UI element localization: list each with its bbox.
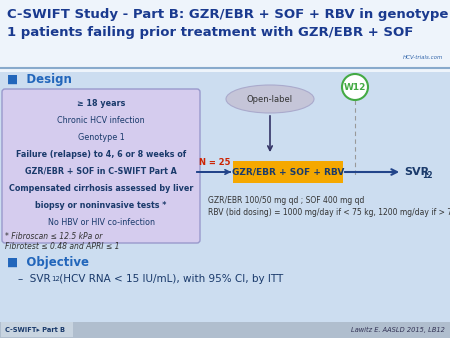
Text: Fibrotest ≤ 0.48 and APRI ≤ 1: Fibrotest ≤ 0.48 and APRI ≤ 1 [5, 242, 120, 251]
Text: ■  Design: ■ Design [7, 73, 72, 86]
Text: ≥ 18 years: ≥ 18 years [77, 99, 125, 108]
Text: GZR/EBR + SOF + RBV: GZR/EBR + SOF + RBV [232, 168, 344, 176]
FancyBboxPatch shape [0, 0, 450, 72]
Text: Lawitz E. AASLD 2015, LB12: Lawitz E. AASLD 2015, LB12 [351, 327, 445, 333]
Text: SVR: SVR [404, 167, 429, 177]
Text: 1 patients failing prior treatment with GZR/EBR + SOF: 1 patients failing prior treatment with … [7, 26, 414, 39]
Text: C-SWIFT Study - Part B: GZR/EBR + SOF + RBV in genotype: C-SWIFT Study - Part B: GZR/EBR + SOF + … [7, 8, 448, 21]
Text: –  SVR: – SVR [18, 274, 50, 284]
Text: biopsy or noninvasive tests *: biopsy or noninvasive tests * [35, 201, 166, 210]
Text: Compensated cirrhosis assessed by liver: Compensated cirrhosis assessed by liver [9, 184, 193, 193]
Text: Open-label: Open-label [247, 95, 293, 103]
Text: GZR/EBR 100/50 mg qd ; SOF 400 mg qd: GZR/EBR 100/50 mg qd ; SOF 400 mg qd [208, 196, 364, 205]
Text: W12: W12 [344, 82, 366, 92]
Text: HCV-trials.com: HCV-trials.com [403, 55, 443, 60]
Text: 12: 12 [422, 170, 432, 179]
FancyBboxPatch shape [0, 322, 450, 338]
Text: Failure (relapse) to 4, 6 or 8 weeks of: Failure (relapse) to 4, 6 or 8 weeks of [16, 150, 186, 159]
FancyBboxPatch shape [2, 89, 200, 243]
Text: Genotype 1: Genotype 1 [77, 133, 124, 142]
Text: (HCV RNA < 15 IU/mL), with 95% CI, by ITT: (HCV RNA < 15 IU/mL), with 95% CI, by IT… [56, 274, 283, 284]
Text: RBV (bid dosing) = 1000 mg/day if < 75 kg, 1200 mg/day if > 75 kg: RBV (bid dosing) = 1000 mg/day if < 75 k… [208, 208, 450, 217]
Text: ■  Objective: ■ Objective [7, 256, 89, 269]
Text: 12: 12 [51, 276, 60, 282]
Text: N = 25: N = 25 [199, 158, 231, 167]
Text: * Fibroscan ≤ 12.5 kPa or: * Fibroscan ≤ 12.5 kPa or [5, 232, 103, 241]
FancyBboxPatch shape [1, 322, 73, 337]
Circle shape [342, 74, 368, 100]
Text: Chronic HCV infection: Chronic HCV infection [57, 116, 145, 125]
Text: No HBV or HIV co-infection: No HBV or HIV co-infection [48, 218, 154, 227]
Text: C-SWIFT▸ Part B: C-SWIFT▸ Part B [5, 327, 65, 333]
Text: GZR/EBR + SOF in C-SWIFT Part A: GZR/EBR + SOF in C-SWIFT Part A [25, 167, 177, 176]
FancyBboxPatch shape [233, 161, 343, 183]
Ellipse shape [226, 85, 314, 113]
